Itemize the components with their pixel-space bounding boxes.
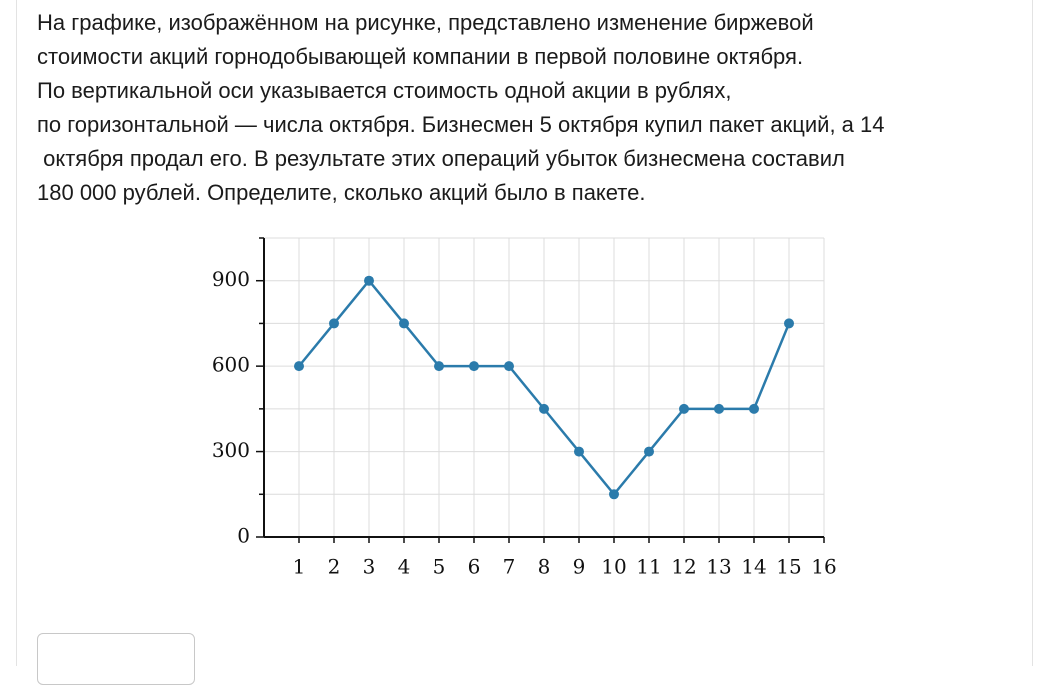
y-tick-label: 0 bbox=[237, 524, 250, 548]
page: На графике, изображённом на рисунке, пре… bbox=[16, 0, 1033, 685]
data-point bbox=[329, 318, 339, 329]
data-point bbox=[644, 446, 654, 457]
data-point bbox=[714, 403, 724, 414]
y-tick-label: 900 bbox=[212, 267, 250, 291]
x-tick-label: 14 bbox=[741, 555, 766, 579]
data-point bbox=[294, 361, 304, 372]
data-point bbox=[364, 275, 374, 286]
y-tick-label: 300 bbox=[212, 438, 250, 462]
x-tick-label: 8 bbox=[538, 555, 551, 579]
x-tick-label: 12 bbox=[671, 555, 696, 579]
data-point bbox=[469, 361, 479, 372]
data-point bbox=[609, 489, 619, 500]
x-tick-label: 1 bbox=[293, 555, 306, 579]
x-tick-label: 16 bbox=[811, 555, 836, 579]
answer-input[interactable] bbox=[37, 633, 195, 685]
x-tick-label: 9 bbox=[573, 555, 586, 579]
frame bbox=[16, 0, 1033, 666]
x-tick-label: 5 bbox=[433, 555, 446, 579]
text-line: По вертикальной оси указывается стоимост… bbox=[37, 78, 732, 103]
y-tick-label: 600 bbox=[212, 353, 250, 377]
x-tick-label: 4 bbox=[398, 555, 411, 579]
x-tick-label: 15 bbox=[776, 555, 801, 579]
data-point bbox=[399, 318, 409, 329]
x-tick-label: 10 bbox=[601, 555, 626, 579]
x-tick-label: 13 bbox=[706, 555, 731, 579]
x-tick-label: 3 bbox=[363, 555, 376, 579]
data-point bbox=[504, 361, 514, 372]
data-point bbox=[434, 361, 444, 372]
data-point bbox=[574, 446, 584, 457]
text-line: На графике, изображённом на рисунке, пре… bbox=[37, 10, 814, 35]
data-point bbox=[784, 318, 794, 329]
x-tick-label: 6 bbox=[468, 555, 481, 579]
x-tick-label: 7 bbox=[503, 555, 516, 579]
x-tick-label: 2 bbox=[328, 555, 341, 579]
text-line: стоимости акций горнодобывающей компании… bbox=[37, 44, 804, 69]
problem-text: На графике, изображённом на рисунке, пре… bbox=[37, 6, 885, 210]
text-line: по горизонтальной — числа октября. Бизне… bbox=[37, 112, 885, 137]
data-point bbox=[749, 403, 759, 414]
data-point bbox=[679, 403, 689, 414]
text-line: 180 000 рублей. Определите, сколько акци… bbox=[37, 180, 646, 205]
data-point bbox=[539, 403, 549, 414]
x-tick-label: 11 bbox=[636, 555, 661, 579]
text-line: октября продал его. В результате этих оп… bbox=[37, 146, 845, 171]
